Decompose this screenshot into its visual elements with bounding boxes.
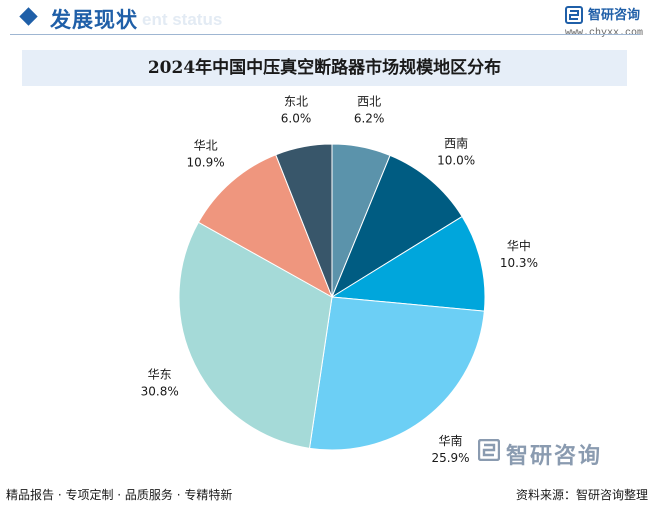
pie-slice-2 (330, 215, 486, 312)
header-title: 发展现状 (50, 8, 138, 32)
slice-name-label: 西北 (357, 95, 381, 109)
header-subtitle: ent status (142, 10, 223, 29)
slice-value-label: 25.9% (431, 451, 469, 465)
chart-title-box: 2024年中国中压真空断路器市场规模地区分布 (22, 50, 627, 86)
slice-name-label: 华南 (439, 433, 463, 448)
slice-value-label: 10.0% (437, 154, 475, 168)
slice-value-label: 10.3% (500, 256, 538, 270)
footer-source: 资料来源：智研咨询整理 (515, 488, 648, 502)
pie-labels: 西北 6.2% 西南 10.0% 华中 10.3% 华南 25.9% 华东 30.8% 华北 10.9… (141, 94, 538, 465)
slice-name-label: 东北 (284, 94, 308, 108)
slice-name-label: 西南 (444, 136, 468, 151)
header: ent status 发展现状 智研咨询 www.chyxx.com (0, 0, 654, 40)
slice-value-label: 6.0% (281, 111, 312, 125)
brand-name: 智研咨询 (588, 8, 641, 23)
slice-name-label: 华北 (194, 138, 218, 152)
pie-slice-4 (178, 221, 333, 449)
watermark-logo-icon (478, 439, 500, 461)
footer-tagline: 精品报告 · 专项定制 · 品质服务 · 专精特新 (6, 488, 233, 502)
watermark-text: 智研咨询 (506, 444, 603, 469)
pie-slice-5 (197, 154, 333, 299)
slice-value-label: 30.8% (141, 385, 179, 399)
pie-slice-1 (330, 154, 463, 299)
brand-url: www.chyxx.com (565, 28, 643, 39)
footer: 精品报告 · 专项定制 · 品质服务 · 专精特新 资料来源：智研咨询整理 (0, 482, 654, 505)
slice-name-label: 华中 (507, 238, 531, 253)
slice-value-label: 10.9% (187, 155, 225, 169)
chart-title: 2024年中国中压真空断路器市场规模地区分布 (147, 58, 502, 78)
slice-name-label: 华东 (148, 368, 172, 382)
pie-slices (178, 143, 486, 451)
brand-logo-icon (565, 6, 583, 24)
pie-slice-6 (275, 143, 333, 298)
slice-value-label: 6.2% (354, 112, 385, 126)
header-divider (10, 34, 640, 35)
pie-slice-3 (308, 296, 485, 451)
